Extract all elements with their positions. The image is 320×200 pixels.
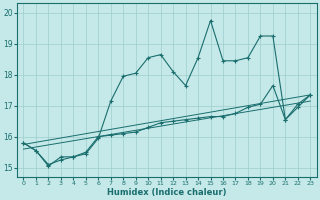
X-axis label: Humidex (Indice chaleur): Humidex (Indice chaleur): [107, 188, 227, 197]
